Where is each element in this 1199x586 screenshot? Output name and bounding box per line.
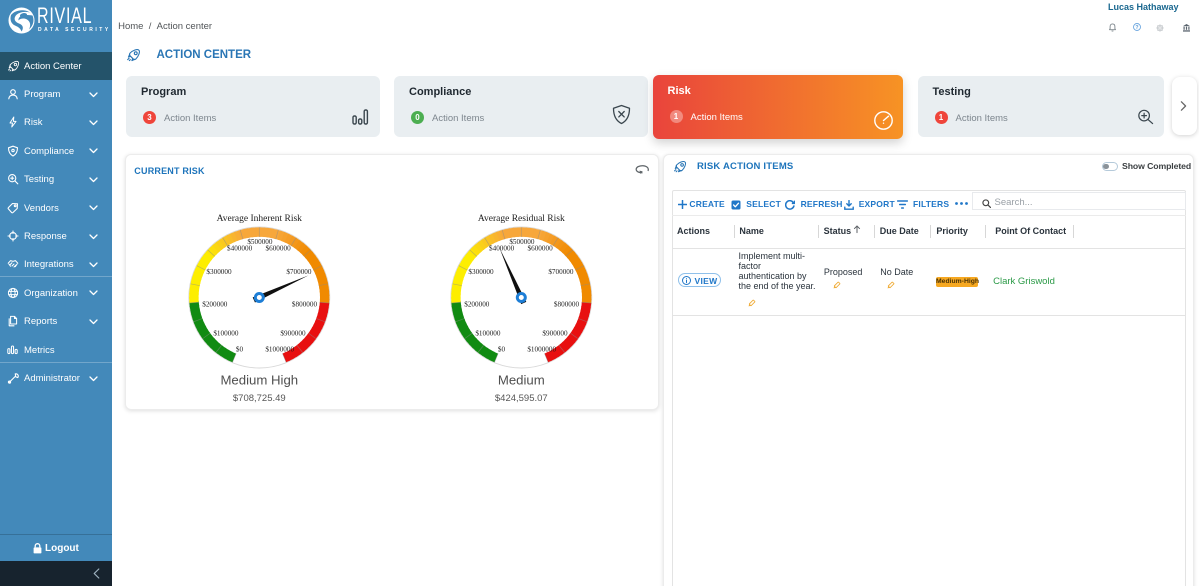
svg-text:?: ? [1135, 25, 1138, 31]
